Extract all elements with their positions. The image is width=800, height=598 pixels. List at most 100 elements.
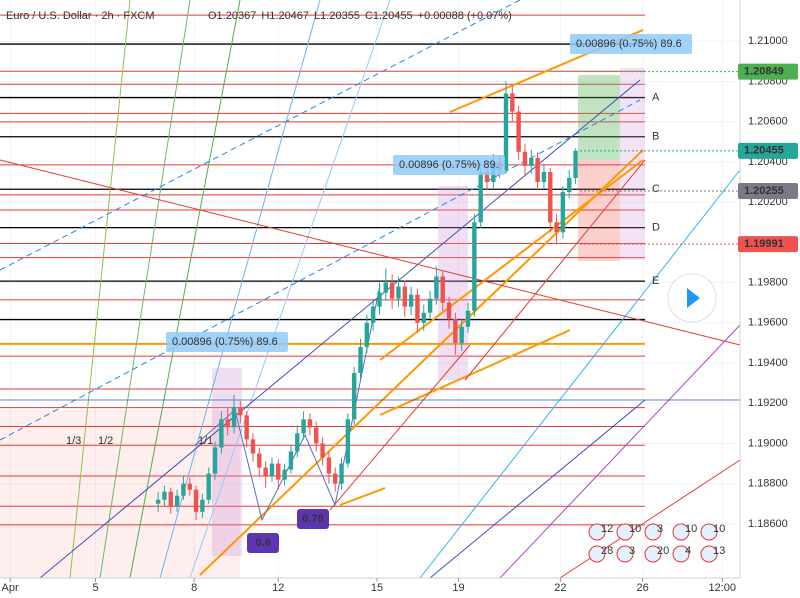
candle-body	[225, 419, 230, 428]
y-tick-label: 1.19800	[748, 276, 788, 288]
candle-body	[231, 407, 237, 428]
trend-line	[429, 399, 646, 579]
level-label: C	[652, 183, 660, 195]
price-tag	[738, 63, 798, 80]
event-icon	[616, 545, 634, 563]
candle-body	[238, 407, 243, 416]
event-label: 3	[657, 523, 663, 535]
candle-body	[200, 499, 205, 512]
candle-body	[269, 463, 275, 476]
price-tag-label: 1.20455	[744, 145, 784, 157]
price-tag	[738, 142, 798, 159]
candle-body	[250, 439, 256, 454]
candle-body	[472, 222, 477, 311]
event-label: 13	[713, 545, 725, 557]
candle-body	[301, 419, 306, 434]
candle-body	[181, 483, 186, 496]
measure-box	[570, 34, 692, 54]
badge	[247, 533, 279, 553]
y-tick-label: 1.21000	[748, 35, 788, 47]
price-tag	[738, 236, 798, 253]
candle-body	[193, 489, 199, 512]
event-icon	[588, 523, 606, 541]
x-tick-label: 15	[371, 582, 383, 594]
candle-body	[263, 467, 268, 476]
event-icon	[700, 545, 718, 563]
candle-body	[370, 306, 376, 323]
measure-label: 0.00896 (0.75%) 89.6	[576, 38, 682, 50]
y-tick-label: 1.20600	[748, 116, 788, 128]
candle-body	[314, 427, 319, 444]
event-label: 10	[713, 523, 725, 535]
channel-line	[0, 99, 641, 441]
candles	[155, 81, 578, 520]
candle-body	[548, 171, 553, 223]
candle-body	[377, 292, 382, 307]
candle-body	[339, 463, 344, 484]
long-zone	[578, 75, 620, 160]
fan-line	[99, 0, 191, 579]
short-zone	[578, 160, 620, 261]
candle-body	[219, 419, 224, 448]
level-label: A	[652, 91, 660, 103]
badge-label: 0.8	[255, 537, 270, 549]
candle-body	[389, 282, 395, 299]
candle-body	[358, 346, 363, 374]
event-label: 28	[601, 545, 613, 557]
event-label: 10	[685, 523, 697, 535]
candle-body	[257, 453, 262, 468]
y-tick-label: 1.19600	[748, 317, 788, 329]
x-tick-label: 12	[272, 582, 284, 594]
candle-body	[459, 326, 464, 343]
candle-body	[276, 463, 281, 480]
candle-body	[478, 171, 483, 223]
channel-line	[379, 329, 571, 416]
y-tick-label: 1.19400	[748, 357, 788, 369]
candle-body	[446, 302, 452, 319]
candle-body	[396, 286, 401, 299]
candle-body	[282, 469, 287, 480]
candle-body	[162, 491, 167, 500]
candle-body	[174, 495, 180, 506]
level-label: D	[652, 222, 660, 234]
fan-line	[129, 0, 241, 579]
fan-line	[69, 0, 131, 579]
candle-body	[573, 150, 578, 178]
x-tick-label: 5	[92, 582, 98, 594]
candle-body	[168, 491, 173, 506]
event-label: 20	[657, 545, 669, 557]
measure-label: 0.00896 (0.75%) 89.	[399, 159, 499, 171]
play-icon	[687, 288, 700, 308]
x-tick-label: 8	[191, 582, 197, 594]
event-label: 3	[629, 545, 635, 557]
candle-body	[465, 310, 471, 327]
candle-body	[415, 294, 420, 323]
candle-body	[567, 177, 572, 193]
channel-line	[339, 487, 386, 506]
measure-box	[166, 332, 288, 352]
candle-body	[516, 111, 521, 152]
candle-body	[421, 312, 426, 323]
price-tag-label: 1.20849	[744, 66, 784, 78]
price-tag-label: 1.19991	[744, 238, 784, 250]
candle-body	[535, 157, 540, 183]
fan-line	[159, 0, 321, 579]
candle-body	[345, 419, 351, 464]
x-tick-label: 22	[554, 582, 566, 594]
event-icon	[672, 545, 690, 563]
ohlc-value: +0.00088 (+0.07%)	[418, 10, 512, 22]
candle-body	[529, 157, 534, 166]
measure-label: 0.00896 (0.75%) 89.6	[172, 336, 278, 348]
candle-body	[440, 276, 445, 303]
ohlc-value: C1.20455	[365, 10, 413, 22]
candle-body	[484, 171, 490, 183]
fan-label: 1/3	[66, 435, 81, 447]
drawings	[0, 0, 741, 579]
candle-body	[326, 457, 332, 474]
candle-body	[560, 192, 566, 233]
trend-line	[499, 324, 741, 579]
candle-body	[187, 483, 192, 490]
event-icon	[644, 523, 662, 541]
candle-body	[541, 171, 547, 183]
channel-line	[0, 0, 521, 271]
